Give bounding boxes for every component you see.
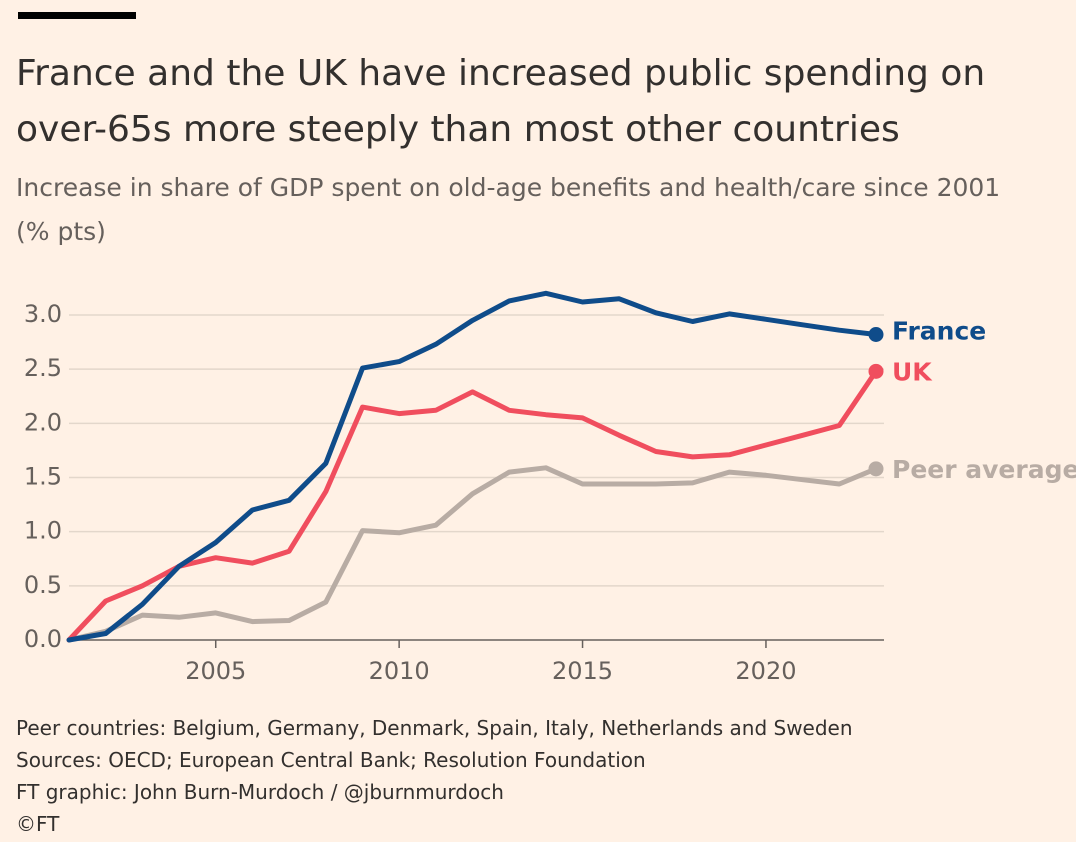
y-tick-label: 3.0 xyxy=(24,300,62,328)
note: FT graphic: John Burn-Murdoch / @jburnmu… xyxy=(16,780,504,804)
chart-subtitle: Increase in share of GDP spent on old-ag… xyxy=(16,173,1001,246)
series-line xyxy=(66,465,879,643)
x-tick-label: 2005 xyxy=(185,657,246,685)
y-tick-label: 1.5 xyxy=(24,463,62,491)
end-dot xyxy=(868,461,884,477)
series-label: France xyxy=(892,317,986,346)
series-label: Peer average xyxy=(892,455,1076,484)
y-tick-label: 2.0 xyxy=(24,408,62,436)
end-dot xyxy=(868,327,884,342)
series-line xyxy=(66,290,879,643)
note: Sources: OECD; European Central Bank; Re… xyxy=(16,748,646,772)
y-tick-label: 0.5 xyxy=(24,571,62,599)
x-tick-label: 2020 xyxy=(735,657,796,685)
chart-title: France and the UK have increased public … xyxy=(16,53,986,150)
end-dot xyxy=(868,363,884,379)
y-tick-label: 1.0 xyxy=(24,517,62,545)
series-label: UK xyxy=(892,357,933,386)
series-line xyxy=(66,368,879,643)
x-tick-label: 2010 xyxy=(369,657,430,685)
note: Peer countries: Belgium, Germany, Denmar… xyxy=(16,716,853,740)
brand-bar xyxy=(18,12,136,19)
x-tick-label: 2015 xyxy=(552,657,613,685)
note: ©FT xyxy=(16,812,60,836)
y-tick-label: 2.5 xyxy=(24,354,62,382)
y-tick-label: 0.0 xyxy=(24,625,62,653)
notes: Peer countries: Belgium, Germany, Denmar… xyxy=(16,712,853,840)
